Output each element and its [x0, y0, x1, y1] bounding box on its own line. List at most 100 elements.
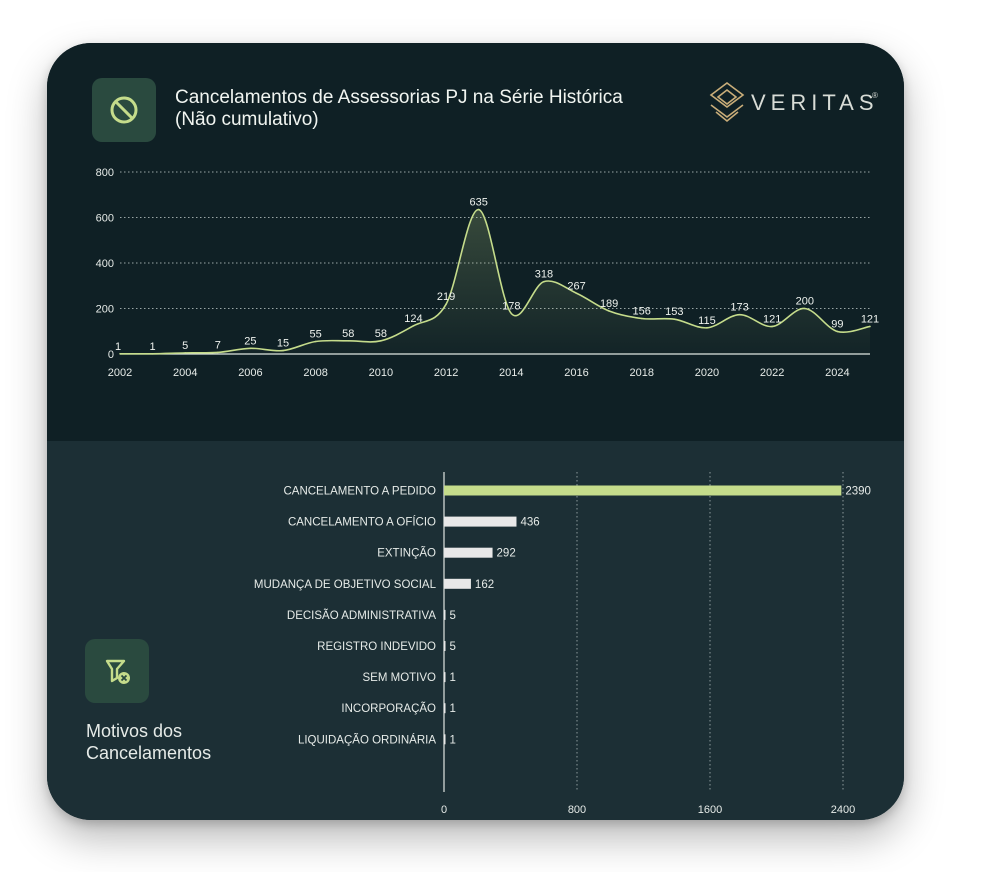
data-label: 58 [375, 328, 387, 340]
data-point [706, 327, 708, 329]
bar-category-label: MUDANÇA DE OBJETIVO SOCIAL [254, 579, 437, 591]
bar-category-label: REGISTRO INDEVIDO [317, 641, 436, 653]
bar [444, 485, 842, 496]
veritas-logo: VERITAS ® [707, 81, 878, 127]
logo-registered-mark: ® [872, 91, 878, 100]
bar [444, 734, 446, 745]
bar-category-label: CANCELAMENTO A OFÍCIO [288, 516, 436, 529]
data-label: 124 [404, 313, 422, 325]
data-point [477, 208, 480, 211]
bar-chart: 0 800 1600 2400 CANCELAMENTO A PEDIDO 2390 CAN… [254, 472, 871, 816]
x-tick-label: 2004 [173, 367, 197, 379]
line-chart: 0 200 400 600 800 2002 2004 2006 2008 2010 2012 201… [96, 167, 880, 379]
data-point [543, 280, 545, 283]
bar-value-label: 2390 [845, 486, 871, 498]
bar-value-label: 5 [450, 641, 456, 653]
data-point [836, 330, 839, 333]
chart-card: Cancelamentos de Assessorias PJ na Série… [47, 43, 904, 820]
data-point [314, 340, 317, 343]
data-label: 178 [502, 301, 520, 313]
data-point [412, 324, 415, 327]
data-point [184, 352, 187, 354]
x-tick-label: 2002 [108, 367, 132, 379]
veritas-logo-mark-icon [709, 82, 745, 123]
bar [444, 547, 493, 558]
bar-category-label: CANCELAMENTO A PEDIDO [283, 486, 436, 498]
data-point [771, 325, 773, 328]
bar-value-label: 162 [475, 579, 494, 591]
bar-category-label: SEM MOTIVO [363, 672, 437, 684]
data-point [640, 317, 643, 320]
chart-title-line2: (Não cumulativo) [175, 109, 319, 130]
bar-category-label: DECISÃO ADMINISTRATIVA [287, 609, 436, 622]
data-point [217, 351, 219, 354]
data-label: 7 [215, 339, 221, 351]
data-label: 99 [831, 318, 843, 330]
cancel-filter-icon [85, 639, 149, 703]
bar-x-tick-label: 800 [568, 804, 586, 816]
bottom-panel [47, 441, 904, 820]
data-label: 1 [115, 341, 121, 353]
data-label: 173 [730, 302, 748, 314]
data-point [608, 310, 610, 312]
bar-value-label: 1 [450, 734, 456, 746]
bar-value-label: 292 [497, 548, 516, 560]
data-label: 267 [567, 280, 585, 292]
bar-x-tick-label: 1600 [698, 804, 722, 816]
data-label: 58 [342, 328, 354, 340]
data-point [151, 352, 154, 355]
bar-category-label: EXTINÇÃO [377, 547, 436, 560]
x-tick-label: 2014 [499, 367, 523, 379]
x-tick-label: 2008 [303, 367, 327, 379]
data-label: 25 [244, 335, 256, 347]
x-tick-label: 2022 [760, 367, 784, 379]
bar-category-label: LIQUIDAÇÃO ORDINÁRIA [298, 733, 436, 746]
x-tick-label: 2024 [825, 367, 849, 379]
data-label: 219 [437, 291, 455, 303]
series-area [120, 209, 870, 354]
data-point [673, 318, 676, 320]
x-tick-label: 2018 [629, 367, 653, 379]
x-tick-label: 2010 [369, 367, 393, 379]
data-point [869, 325, 871, 328]
bar-value-label: 1 [450, 672, 456, 684]
x-tick-label: 2012 [434, 367, 458, 379]
bar-value-label: 5 [450, 610, 456, 622]
bar-x-tick-label: 2400 [831, 804, 855, 816]
data-label: 189 [600, 298, 618, 310]
data-point [347, 340, 350, 342]
reasons-title: Motivos dos Cancelamentos [86, 720, 211, 764]
chart-title-line1: Cancelamentos de Assessorias PJ na Série… [175, 87, 623, 108]
data-label: 121 [861, 313, 879, 325]
data-label: 115 [698, 315, 716, 327]
y-tick-label: 400 [96, 258, 114, 270]
x-tick-label: 2016 [564, 367, 588, 379]
bar-value-label: 1 [450, 703, 456, 715]
data-point [575, 292, 578, 295]
bar [444, 672, 446, 683]
reasons-title-line2: Cancelamentos [86, 743, 212, 763]
x-tick-label: 2020 [695, 367, 719, 379]
y-tick-label: 0 [108, 349, 114, 361]
data-point [380, 340, 382, 342]
data-point [119, 352, 121, 355]
bar [444, 516, 517, 527]
data-label: 318 [535, 269, 553, 281]
data-label: 1 [150, 341, 156, 353]
data-label: 121 [763, 313, 781, 325]
data-point [803, 307, 806, 310]
bar [444, 703, 446, 714]
bar-x-tick-label: 0 [441, 804, 447, 816]
bar-category-label: INCORPORAÇÃO [341, 702, 436, 715]
prohibited-icon [92, 78, 156, 142]
reasons-title-line1: Motivos dos [86, 721, 183, 741]
bar [444, 641, 446, 651]
bar [444, 578, 471, 589]
bar-value-label: 436 [520, 517, 539, 529]
y-tick-label: 600 [96, 213, 114, 225]
chart-title: Cancelamentos de Assessorias PJ na Série… [175, 87, 675, 131]
data-point [249, 347, 252, 350]
data-label: 15 [277, 338, 289, 350]
data-label: 153 [665, 306, 683, 318]
data-point [738, 313, 741, 316]
